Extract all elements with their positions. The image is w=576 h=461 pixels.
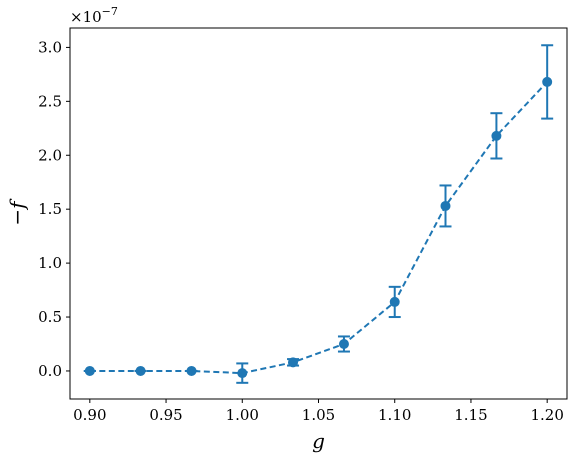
y-tick-label: 2.5 bbox=[38, 92, 62, 110]
data-point bbox=[288, 357, 299, 368]
data-point bbox=[338, 338, 349, 349]
plot-area bbox=[83, 44, 554, 384]
x-tick-label: 1.00 bbox=[226, 406, 259, 424]
axes-frame bbox=[69, 27, 568, 400]
x-axis-label: g bbox=[312, 429, 325, 453]
x-tick-label: 1.05 bbox=[302, 406, 335, 424]
x-tick-label: 0.90 bbox=[73, 406, 106, 424]
y-tick-label: 3.0 bbox=[38, 38, 62, 56]
x-tick-label: 1.10 bbox=[378, 406, 411, 424]
data-point bbox=[237, 368, 248, 379]
data-point bbox=[135, 365, 146, 376]
y-tick-label: 2.0 bbox=[38, 146, 62, 164]
y-tick-label: 1.5 bbox=[38, 200, 62, 218]
x-tick-label: 1.15 bbox=[454, 406, 487, 424]
x-tick-label: 0.95 bbox=[149, 406, 182, 424]
series-line bbox=[89, 81, 548, 375]
data-point bbox=[491, 130, 502, 141]
y-tick-label: 0.5 bbox=[38, 308, 62, 326]
data-point bbox=[84, 365, 95, 376]
x-tick-label: 1.20 bbox=[530, 406, 563, 424]
data-point bbox=[186, 365, 197, 376]
y-offset-label: ×10−7 bbox=[70, 5, 118, 26]
data-point bbox=[389, 296, 400, 307]
data-point bbox=[542, 76, 553, 87]
y-axis-label: −f bbox=[5, 198, 29, 226]
data-point bbox=[440, 200, 451, 211]
y-tick-label: 0.0 bbox=[38, 362, 62, 380]
y-tick-label: 1.0 bbox=[38, 254, 62, 272]
axis-ticks: 0.90 0.95 1.00 1.05 1.10 1.15 1.20 0.0 0.5 1.0 1.5… bbox=[38, 38, 564, 424]
